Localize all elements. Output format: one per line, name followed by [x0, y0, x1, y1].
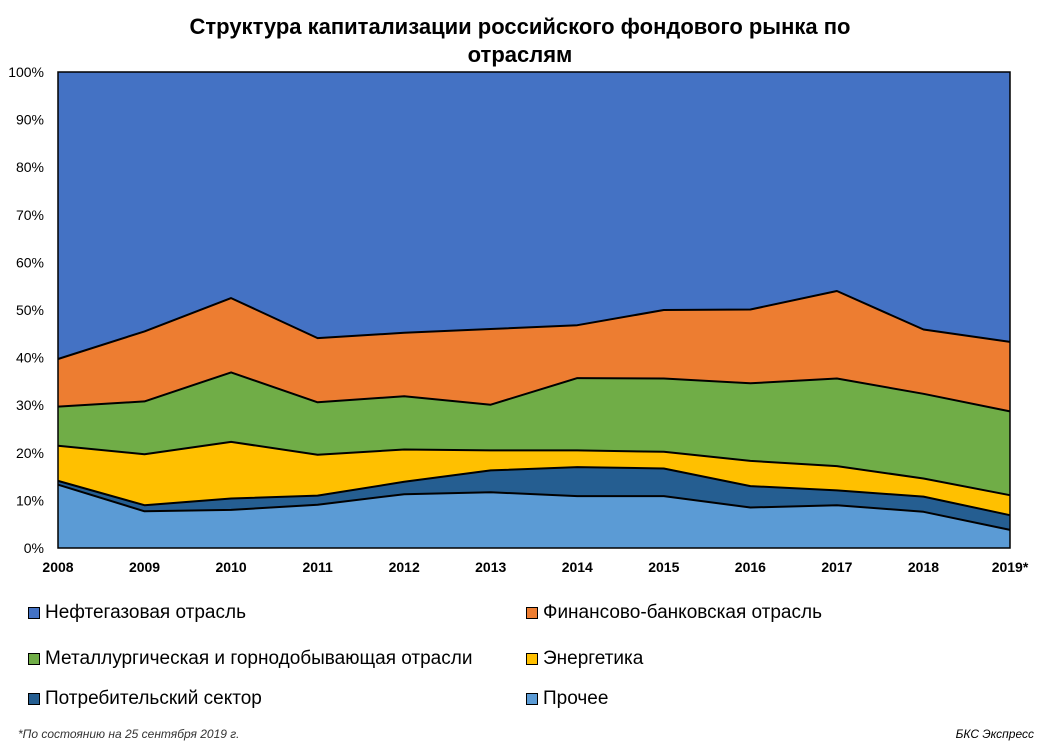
- chart-legend: Нефтегазовая отрасль Финансово-банковска…: [18, 602, 1028, 712]
- x-tick-label: 2016: [735, 559, 766, 575]
- legend-item-metals: Металлургическая и горнодобывающая отрас…: [28, 648, 472, 670]
- series-boundary-line-2: [57, 440, 1011, 497]
- chart-plot: 0% 10% 20% 30% 40% 50% 60% 70% 80% 90% 100% 2008 200…: [8, 64, 1029, 575]
- legend-item-energy: Энергетика: [526, 648, 643, 670]
- footnote: *По состоянию на 25 сентября 2019 г.: [18, 727, 240, 741]
- x-tick-label: 2011: [302, 559, 333, 575]
- y-tick-label: 90%: [16, 112, 44, 128]
- series-boundary-line-4: [57, 290, 1011, 360]
- y-tick-label: 30%: [16, 397, 44, 413]
- area-series-0: [58, 484, 1010, 548]
- y-tick-label: 100%: [8, 64, 44, 80]
- y-tick-label: 80%: [16, 159, 44, 175]
- plot-border: [57, 71, 1011, 549]
- legend-label: Металлургическая и горнодобывающая отрас…: [45, 648, 473, 669]
- legend-swatch: [28, 693, 40, 705]
- legend-label: Энергетика: [543, 648, 644, 669]
- y-tick-label: 0%: [24, 540, 44, 556]
- y-tick-label: 10%: [16, 492, 44, 508]
- area-series-2: [58, 441, 1010, 516]
- y-tick-label: 60%: [16, 254, 44, 270]
- legend-swatch: [526, 693, 538, 705]
- y-tick-label: 50%: [16, 302, 44, 318]
- series-boundary-line-1: [57, 466, 1011, 517]
- legend-label: Финансово-банковская отрасль: [543, 602, 822, 623]
- area-series-5: [58, 72, 1010, 359]
- y-tick-label: 70%: [16, 207, 44, 223]
- x-tick-label: 2015: [648, 559, 679, 575]
- legend-swatch: [28, 607, 40, 619]
- x-tick-label: 2017: [821, 559, 852, 575]
- chart-title-line2: отраслям: [467, 42, 573, 67]
- legend-item-consumer: Потребительский сектор: [28, 688, 262, 710]
- x-tick-label: 2013: [475, 559, 506, 575]
- series-boundary-line-0: [57, 483, 1011, 531]
- x-tick-label: 2009: [129, 559, 160, 575]
- x-tick-label: 2019*: [992, 559, 1029, 575]
- x-tick-label: 2014: [562, 559, 593, 575]
- source-credit: БКС Экспресс: [955, 727, 1034, 741]
- x-tick-label: 2012: [389, 559, 420, 575]
- area-series-3: [58, 372, 1010, 496]
- legend-label: Прочее: [543, 688, 609, 709]
- legend-swatch: [526, 653, 538, 665]
- x-tick-label: 2010: [216, 559, 247, 575]
- legend-label: Потребительский сектор: [45, 688, 262, 709]
- x-tick-label: 2018: [908, 559, 939, 575]
- legend-swatch: [28, 653, 40, 665]
- chart-title-line1: Структура капитализации российского фонд…: [189, 14, 851, 39]
- legend-label: Нефтегазовая отрасль: [45, 602, 246, 623]
- y-tick-label: 20%: [16, 445, 44, 461]
- legend-item-finance: Финансово-банковская отрасль: [526, 602, 822, 624]
- legend-swatch: [526, 607, 538, 619]
- x-tick-label: 2008: [42, 559, 73, 575]
- y-tick-label: 40%: [16, 350, 44, 366]
- series-boundary-line-3: [57, 371, 1011, 413]
- legend-item-oil-gas: Нефтегазовая отрасль: [28, 602, 246, 624]
- legend-item-other: Прочее: [526, 688, 608, 710]
